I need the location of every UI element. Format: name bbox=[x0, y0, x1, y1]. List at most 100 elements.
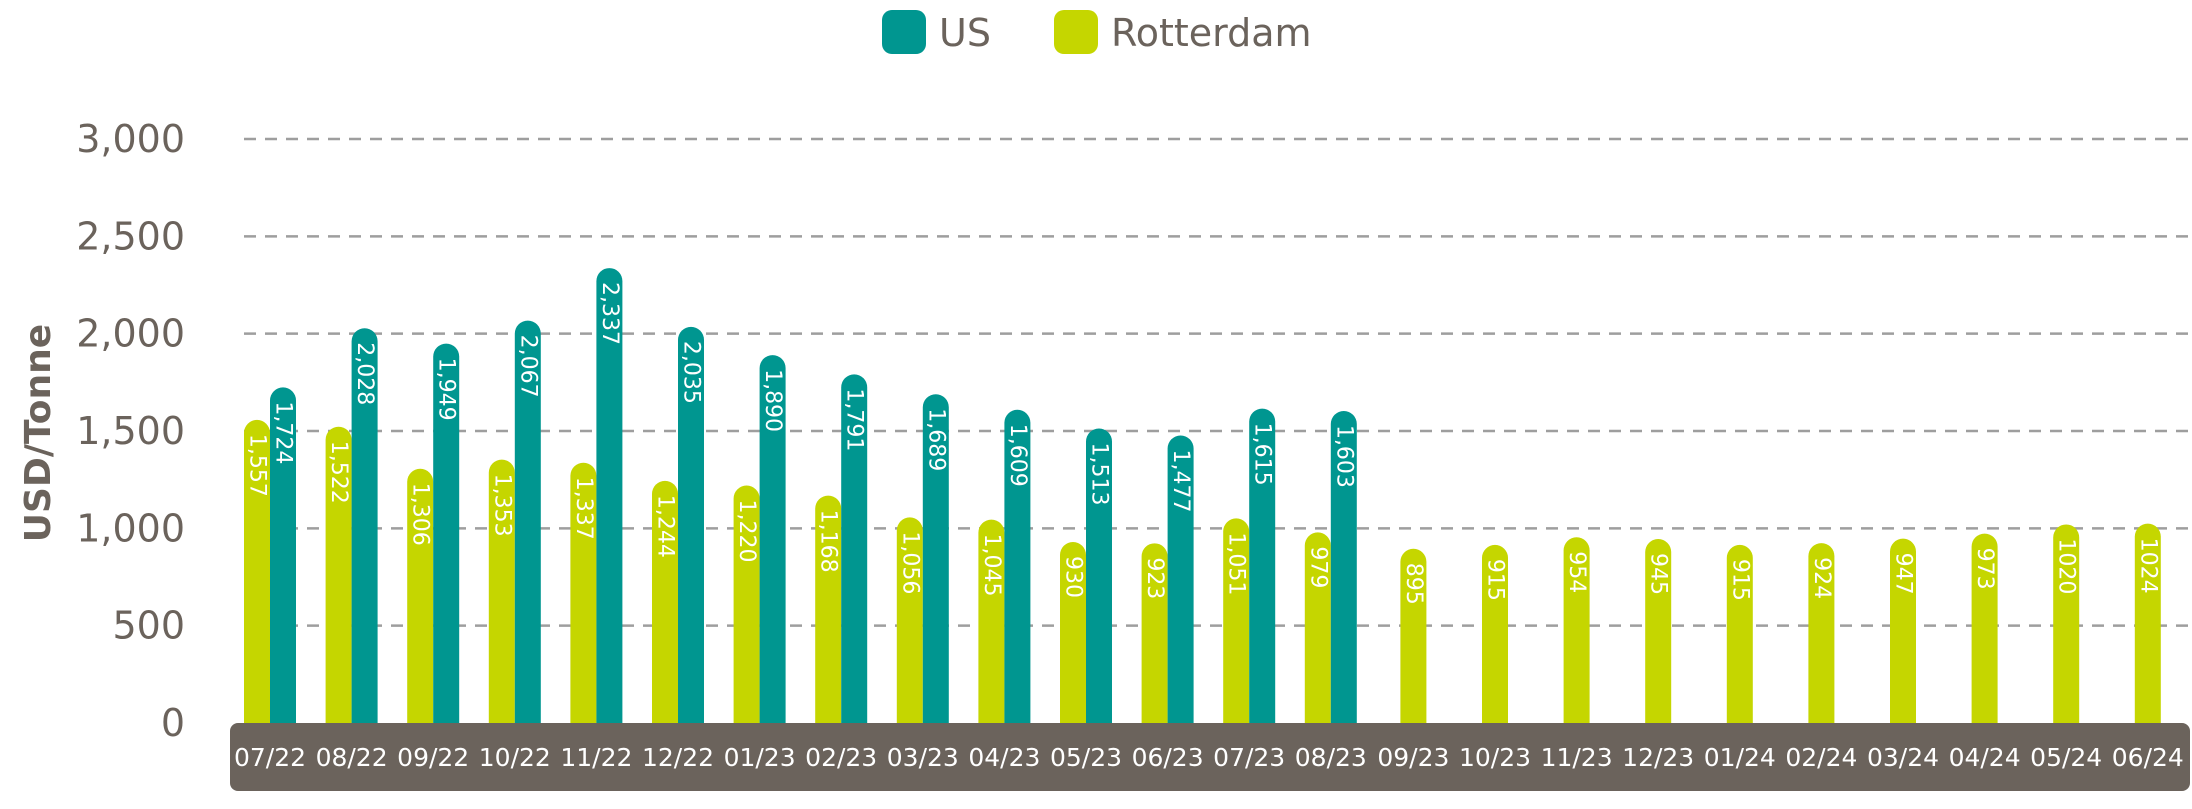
bar-rotterdam-label: 1,056 bbox=[897, 531, 922, 594]
bar-rotterdam bbox=[407, 468, 434, 723]
x-axis-band bbox=[230, 723, 2190, 791]
x-tick-label: 08/23 bbox=[1295, 743, 1367, 772]
x-tick-label: 09/23 bbox=[1377, 743, 1449, 772]
bar-rotterdam bbox=[1890, 538, 1916, 723]
y-tick-label: 1,000 bbox=[76, 506, 185, 550]
y-tick-label: 2,000 bbox=[76, 312, 185, 356]
x-tick-label: 11/23 bbox=[1541, 743, 1613, 772]
x-tick-label: 06/23 bbox=[1132, 743, 1204, 772]
gridlines bbox=[244, 137, 2190, 627]
bar-rotterdam bbox=[1563, 537, 1590, 723]
bar-rotterdam-label: 945 bbox=[1646, 553, 1671, 595]
bar-rotterdam bbox=[652, 480, 678, 723]
x-tick-label: 08/22 bbox=[316, 743, 388, 772]
x-tick-label: 03/24 bbox=[1867, 743, 1939, 772]
bar-rotterdam-label: 954 bbox=[1564, 551, 1589, 593]
bar-us-label: 1,724 bbox=[271, 401, 296, 464]
bar-us bbox=[270, 387, 296, 723]
x-tick-label: 09/22 bbox=[397, 743, 469, 772]
bar-rotterdam bbox=[1141, 543, 1168, 723]
bar-rotterdam-label: 1,220 bbox=[734, 500, 759, 563]
bar-us-label: 2,028 bbox=[352, 342, 377, 405]
y-axis-label: USD/Tonne bbox=[18, 324, 59, 542]
bar-us bbox=[678, 326, 704, 723]
bar-rotterdam bbox=[896, 517, 923, 723]
bar-us-label: 2,035 bbox=[679, 341, 704, 404]
x-tick-label: 03/23 bbox=[887, 743, 959, 772]
bar-rotterdam bbox=[1726, 544, 1753, 723]
bar-us-label: 1,890 bbox=[760, 369, 785, 432]
bar-rotterdam-label: 1,522 bbox=[326, 441, 351, 504]
bar-rotterdam-label: 973 bbox=[1972, 548, 1997, 590]
y-tick-label: 1,500 bbox=[76, 409, 185, 453]
bar-us bbox=[596, 268, 623, 723]
legend-label-rotterdam: Rotterdam bbox=[1111, 11, 1312, 55]
bar-us-label: 2,337 bbox=[597, 282, 622, 345]
bar-rotterdam-label: 1,168 bbox=[816, 510, 841, 573]
bar-rotterdam-label: 1024 bbox=[2135, 538, 2160, 594]
bar-rotterdam bbox=[978, 519, 1005, 723]
x-tick-label: 06/24 bbox=[2112, 743, 2184, 772]
x-tick-label: 12/23 bbox=[1622, 743, 1694, 772]
bar-rotterdam-label: 1,045 bbox=[979, 534, 1004, 597]
x-tick-label: 02/23 bbox=[805, 743, 877, 772]
x-tick-label: 07/23 bbox=[1213, 743, 1285, 772]
bar-rotterdam-label: 1,557 bbox=[245, 434, 270, 497]
y-tick-label: 500 bbox=[112, 604, 185, 648]
bar-us bbox=[759, 355, 786, 723]
bar-us-label: 1,477 bbox=[1168, 449, 1193, 512]
bar-rotterdam bbox=[1482, 544, 1508, 723]
bar-rotterdam-label: 1,244 bbox=[653, 495, 678, 558]
bar-rotterdam-label: 1,051 bbox=[1224, 532, 1249, 595]
bar-rotterdam-label: 1,337 bbox=[571, 477, 596, 540]
x-tick-label: 05/23 bbox=[1050, 743, 1122, 772]
bar-us-label: 1,513 bbox=[1087, 442, 1112, 505]
bar-rotterdam bbox=[1645, 539, 1672, 723]
bar-us bbox=[433, 343, 460, 723]
legend-label-us: US bbox=[939, 11, 991, 55]
bar-us bbox=[1330, 410, 1357, 723]
bar-us-label: 1,791 bbox=[842, 388, 867, 451]
bar-rotterdam bbox=[2134, 523, 2161, 723]
legend: US Rotterdam bbox=[882, 10, 1312, 55]
bar-rotterdam bbox=[1971, 533, 1998, 723]
y-tick-label: 0 bbox=[161, 701, 185, 745]
bar-us bbox=[922, 394, 949, 723]
x-tick-label: 10/23 bbox=[1459, 743, 1531, 772]
bar-rotterdam bbox=[1400, 548, 1427, 723]
bar-rotterdam bbox=[2053, 524, 2080, 723]
bar-us bbox=[1086, 428, 1112, 723]
bar-us bbox=[1249, 408, 1276, 723]
bar-rotterdam-label: 1020 bbox=[2054, 538, 2079, 594]
x-tick-label: 07/22 bbox=[234, 743, 306, 772]
x-tick-label: 05/24 bbox=[2030, 743, 2102, 772]
bar-rotterdam-label: 947 bbox=[1891, 553, 1916, 595]
bar-rotterdam bbox=[1808, 543, 1835, 723]
bar-us bbox=[351, 328, 378, 723]
bar-rotterdam-label: 924 bbox=[1809, 557, 1834, 599]
bar-rotterdam bbox=[325, 426, 352, 723]
bar-rotterdam-label: 979 bbox=[1305, 546, 1330, 588]
x-tick-label: 01/24 bbox=[1704, 743, 1776, 772]
x-tick-label: 12/22 bbox=[642, 743, 714, 772]
bar-rotterdam bbox=[488, 459, 515, 723]
x-tick-label: 10/22 bbox=[479, 743, 551, 772]
bar-rotterdam-label: 915 bbox=[1483, 559, 1508, 601]
bar-us-label: 2,067 bbox=[515, 335, 540, 398]
y-axis-ticks: 0 500 1,000 1,500 2,000 2,500 3,000 bbox=[76, 117, 185, 745]
x-tick-label: 04/24 bbox=[1949, 743, 2021, 772]
x-tick-label: 04/23 bbox=[968, 743, 1040, 772]
bar-us-label: 1,603 bbox=[1331, 425, 1356, 488]
x-axis-ticks: 07/22 08/22 09/22 10/22 11/22 12/22 01/23 02/23… bbox=[234, 743, 2184, 772]
bar-rotterdam bbox=[1060, 541, 1086, 723]
bar-us bbox=[841, 374, 868, 723]
legend-swatch-rotterdam bbox=[1054, 10, 1098, 54]
bar-us bbox=[1167, 435, 1194, 723]
bar-us-label: 1,609 bbox=[1005, 424, 1030, 487]
bar-rotterdam bbox=[1223, 518, 1250, 723]
bar-rotterdam bbox=[570, 462, 597, 723]
bar-rotterdam-label: 895 bbox=[1401, 563, 1426, 605]
bar-us-label: 1,949 bbox=[434, 358, 459, 421]
y-tick-label: 3,000 bbox=[76, 117, 185, 161]
